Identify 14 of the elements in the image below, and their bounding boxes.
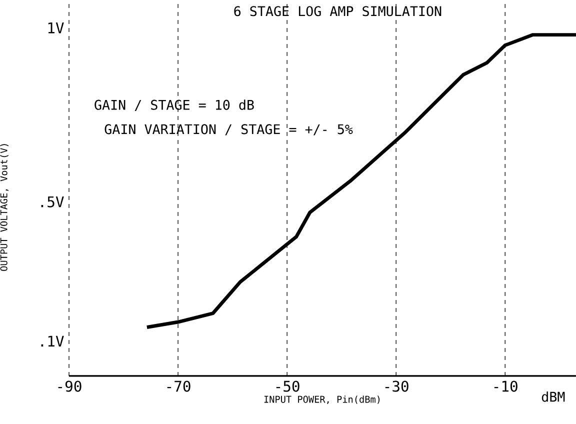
- x-tick-label: -10: [494, 380, 518, 392]
- chart-title: 6 STAGE LOG AMP SIMULATION: [234, 6, 442, 16]
- x-tick-label: -90: [58, 380, 82, 392]
- x-tick-label: -50: [276, 380, 300, 392]
- annotation: GAIN VARIATION / STAGE = +/- 5%: [104, 124, 353, 136]
- x-axis-title: INPUT POWER, Pin(dBm): [264, 396, 380, 404]
- x-tick-label: -30: [385, 380, 408, 392]
- y-axis-title: OUTPUT VOLTAGE, Vout(V): [0, 144, 9, 271]
- y-tick-label: .1V: [41, 336, 64, 347]
- y-tick-label: .5V: [41, 196, 64, 208]
- x-tick-label: -70: [167, 380, 190, 392]
- annotation: GAIN / STAGE = 10 dB: [94, 100, 254, 111]
- y-tick-label: 1V: [48, 22, 64, 34]
- text: dBM: [542, 391, 565, 402]
